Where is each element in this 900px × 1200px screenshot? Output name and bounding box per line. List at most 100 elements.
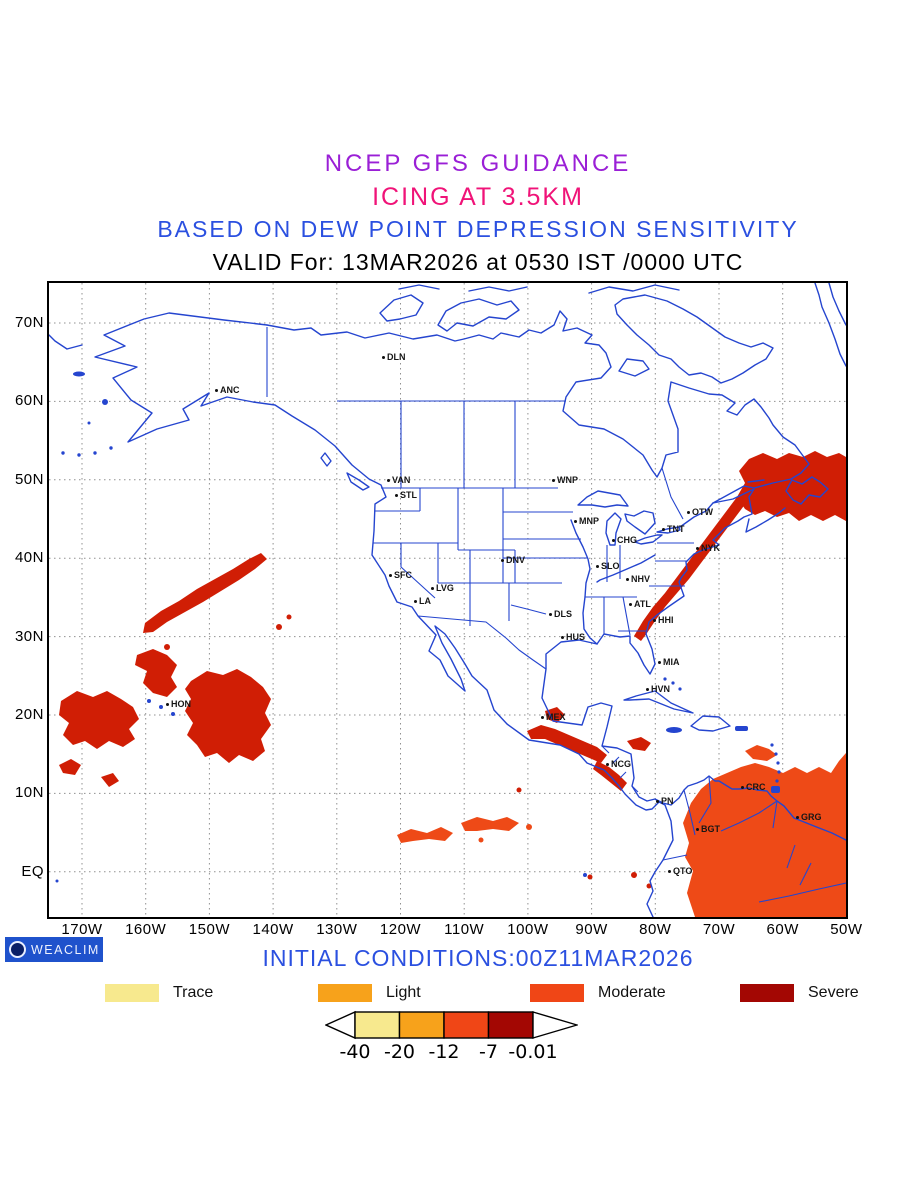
x-axis-tick-label: 90W <box>575 921 608 938</box>
city-marker-icon <box>606 762 609 766</box>
icing-blob <box>545 707 565 723</box>
city-marker-icon <box>796 815 799 819</box>
icing-blob <box>461 817 519 831</box>
legend-swatch <box>740 984 794 1002</box>
arctic-squiggle <box>468 286 528 292</box>
legend-item: Moderate <box>530 984 666 1002</box>
icing-blob <box>143 553 267 633</box>
city-marker-icon <box>541 715 544 719</box>
city-name: ATL <box>634 599 651 609</box>
nunivak <box>102 399 108 405</box>
city-label: NYK <box>696 543 720 553</box>
city-marker-icon <box>656 799 659 803</box>
antilles <box>774 752 778 756</box>
city-name: DNV <box>506 555 526 565</box>
city-label: HHI <box>653 615 674 625</box>
city-label: LVG <box>431 583 454 593</box>
city-marker-icon <box>658 660 661 664</box>
bahamas <box>671 681 675 685</box>
colorbar-tick-label: -12 <box>428 1041 460 1063</box>
map-plot: ANC DLN VAN STL WNP MNP OTW TNT CHG NYK DNV SLO SFC L… <box>47 281 848 919</box>
icing-blob <box>527 725 607 763</box>
banks-island <box>379 294 424 322</box>
title-basis: BASED ON DEW POINT DEPRESSION SENSITIVIT… <box>157 216 799 242</box>
city-label: WNP <box>552 475 578 485</box>
hawaii <box>159 705 163 709</box>
city-label: ATL <box>629 599 651 609</box>
weaclim-logo-icon <box>9 941 26 958</box>
city-marker-icon <box>382 355 385 359</box>
city-name: HHI <box>658 615 674 625</box>
borders <box>266 327 846 903</box>
map-svg <box>49 283 846 917</box>
colorbar-tick-label: -7 <box>479 1041 498 1063</box>
city-name: BGT <box>701 824 720 834</box>
city-label: LA <box>414 596 431 606</box>
city-marker-icon <box>414 599 417 603</box>
aleutians <box>77 453 81 457</box>
icing-speck <box>516 787 522 793</box>
title-model: NCEP GFS GUIDANCE <box>324 150 632 177</box>
aleutians <box>93 451 97 455</box>
colorbar-cell <box>354 1011 401 1039</box>
antilles <box>776 761 780 765</box>
city-label: SLO <box>596 561 620 571</box>
legend-swatch <box>105 984 159 1002</box>
city-name: GRG <box>801 812 822 822</box>
victoria-island <box>437 298 520 332</box>
city-marker-icon <box>741 785 744 789</box>
colorbar-tick-label: -40 <box>339 1041 371 1063</box>
legend-item: Light <box>318 984 421 1002</box>
icing-speck <box>286 614 292 620</box>
lake-huron <box>624 510 656 535</box>
city-label: CRC <box>741 782 766 792</box>
city-marker-icon <box>395 493 398 497</box>
vancouver-island <box>346 472 370 491</box>
y-axis-tick-label: 30N <box>14 627 44 645</box>
weaclim-logo: WEACLIM <box>5 937 103 962</box>
city-name: LVG <box>436 583 454 593</box>
city-name: LA <box>419 596 431 606</box>
city-label: HVN <box>646 684 670 694</box>
city-name: WNP <box>557 475 578 485</box>
city-label: VAN <box>387 475 410 485</box>
mississippi-river <box>570 519 598 645</box>
icing-blob <box>59 691 139 749</box>
city-name: CHG <box>617 535 637 545</box>
city-marker-icon <box>501 558 504 562</box>
city-name: MNP <box>579 516 599 526</box>
y-axis-tick-label: 40N <box>14 549 44 567</box>
city-label: NCG <box>606 759 631 769</box>
city-label: MEX <box>541 712 566 722</box>
weaclim-logo-text: WEACLIM <box>31 942 100 957</box>
city-label: DNV <box>501 555 525 565</box>
lake-erie <box>634 534 663 545</box>
city-label: MNP <box>574 516 599 526</box>
legend-label: Light <box>386 984 421 1001</box>
baffin-island <box>614 294 774 384</box>
x-axis-tick-label: 140W <box>252 921 294 938</box>
galapagos <box>583 873 587 877</box>
city-name: VAN <box>392 475 411 485</box>
st-lawrence-island <box>73 371 85 377</box>
icing-blob <box>683 753 846 917</box>
city-label: DLS <box>549 609 572 619</box>
anticosti <box>747 479 765 483</box>
icing-blob <box>59 759 81 775</box>
city-label: TNT <box>662 524 685 534</box>
colorbar-svg <box>325 1010 578 1040</box>
grid-lines <box>49 283 846 917</box>
x-axis-tick-label: 80W <box>639 921 672 938</box>
city-marker-icon <box>215 388 218 392</box>
cuba <box>623 690 694 714</box>
x-axis-tick-label: 120W <box>379 921 422 938</box>
city-label: QTO <box>668 866 692 876</box>
city-label: SFC <box>389 570 412 580</box>
city-marker-icon <box>387 478 390 482</box>
y-axis-tick-label: 20N <box>14 706 44 723</box>
icing-speck <box>646 883 652 889</box>
city-name: HON <box>171 699 191 709</box>
arctic-squiggle <box>398 284 440 290</box>
coastline-east <box>266 310 846 841</box>
